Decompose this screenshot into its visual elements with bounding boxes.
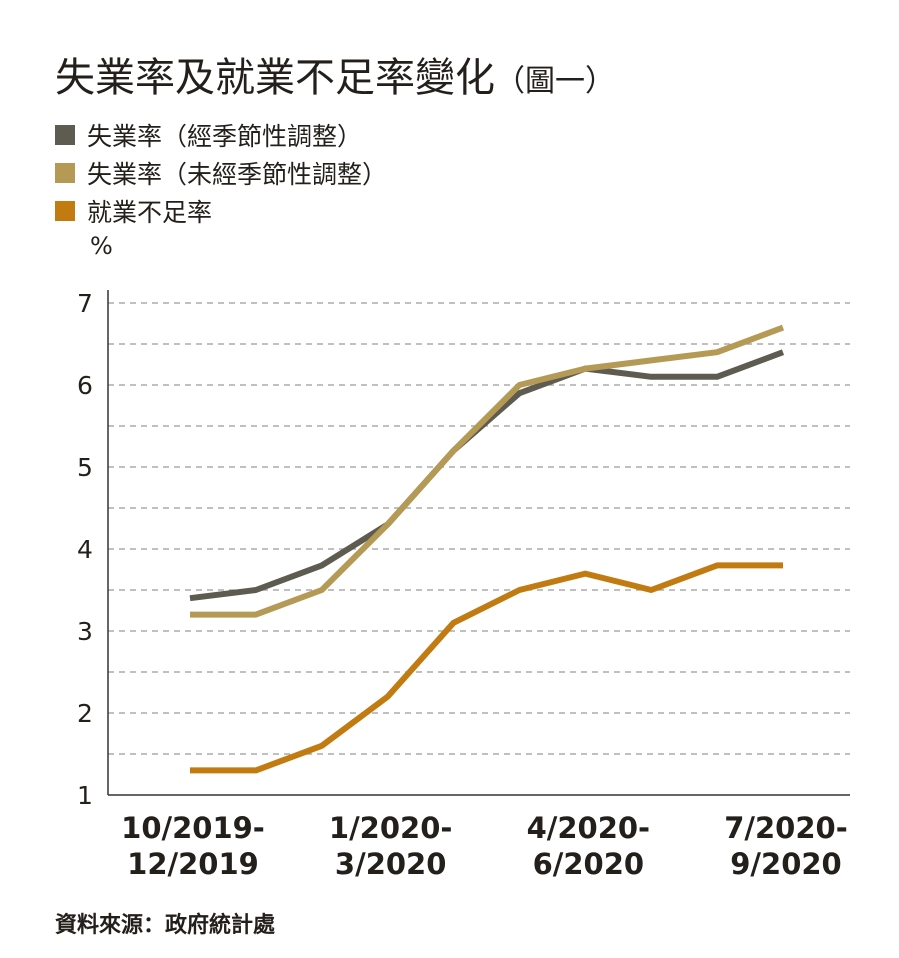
x-tick-label: 12/2019: [127, 847, 259, 881]
chart-title: 失業率及就業不足率變化（圖一）: [55, 45, 615, 103]
x-tick-label: 6/2020: [533, 847, 644, 881]
title-text: 失業率及就業不足率變化: [55, 55, 495, 101]
series-line-2: [190, 562, 783, 774]
title-note: （圖一）: [495, 64, 615, 99]
x-tick-label: 3/2020: [335, 847, 446, 881]
x-tick-label: 7/2020-: [724, 811, 848, 845]
legend-label: 就業不足率: [87, 198, 213, 227]
y-tick-label: 7: [77, 289, 93, 318]
x-tick-label: 10/2019-: [121, 811, 265, 845]
y-tick-label: 6: [77, 371, 93, 400]
legend-swatch: [55, 163, 75, 183]
y-tick-label: 2: [77, 699, 93, 728]
legend-item-nsa-unemployment: 失業率（未經季節性調整）: [55, 155, 387, 191]
series-line-1: [190, 324, 785, 618]
legend-item-underemployment: 就業不足率: [55, 193, 212, 229]
legend-item-sa-unemployment: 失業率（經季節性調整）: [55, 117, 362, 153]
y-tick-label: 3: [77, 617, 93, 646]
y-tick-label: 5: [77, 453, 93, 482]
source-note: 資料來源：政府統計處: [55, 913, 276, 938]
x-tick-label: 9/2020: [730, 847, 841, 881]
x-tick-label: 4/2020-: [527, 811, 651, 845]
legend-label: 失業率（未經季節性調整）: [87, 160, 388, 189]
x-tick-label: 1/2020-: [329, 811, 453, 845]
y-tick-label: 1: [77, 781, 93, 810]
series-line-0: [189, 349, 785, 602]
legend-swatch: [55, 125, 75, 145]
legend-swatch: [55, 201, 75, 221]
y-tick-label: 4: [77, 535, 93, 564]
y-axis-unit: %: [90, 232, 113, 260]
legend-label: 失業率（經季節性調整）: [87, 122, 363, 151]
